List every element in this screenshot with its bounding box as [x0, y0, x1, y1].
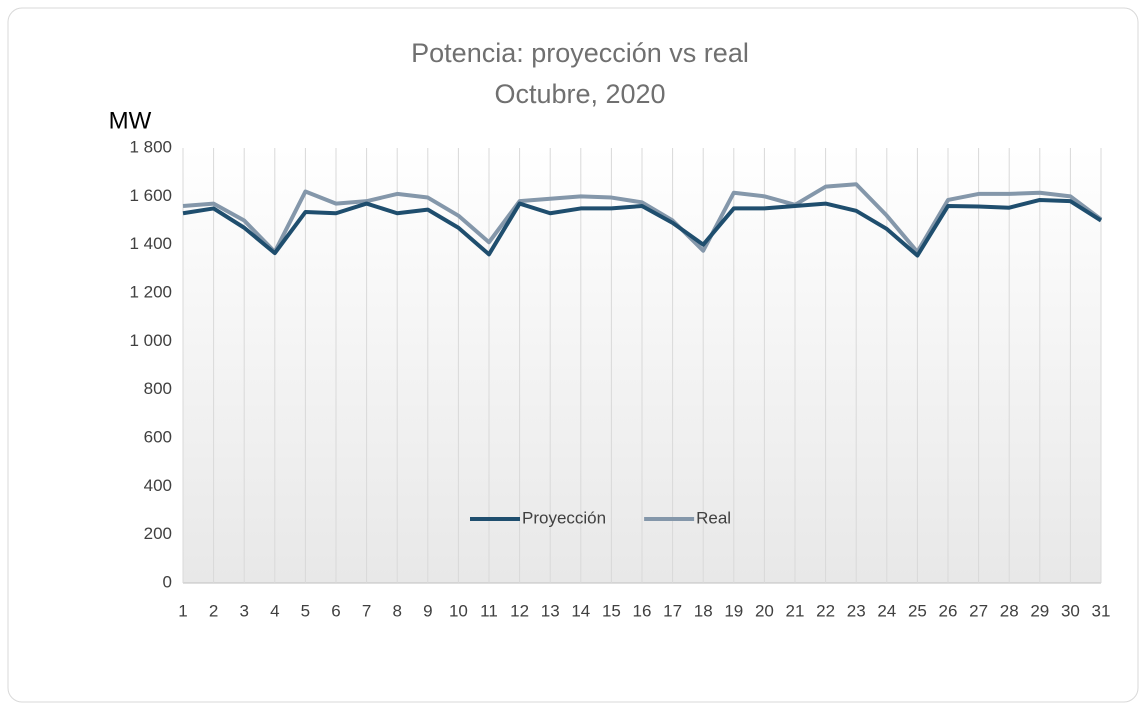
- x-tick-label: 30: [1061, 601, 1080, 620]
- x-tick-label: 3: [239, 601, 248, 620]
- x-tick-label: 7: [362, 601, 371, 620]
- x-tick-label: 18: [694, 601, 713, 620]
- y-tick-label: 0: [163, 572, 172, 591]
- x-tick-label: 15: [602, 601, 621, 620]
- x-tick-label: 22: [816, 601, 835, 620]
- x-tick-label: 17: [663, 601, 682, 620]
- x-tick-label: 13: [541, 601, 560, 620]
- y-tick-label: 1 200: [129, 282, 172, 301]
- x-tick-label: 16: [633, 601, 652, 620]
- x-tick-label: 2: [209, 601, 218, 620]
- series-line: [182, 197, 1103, 258]
- chart-title: Potencia: proyección vs real: [411, 38, 749, 68]
- x-tick-label: 4: [270, 601, 279, 620]
- x-tick-label: 14: [571, 601, 590, 620]
- x-tick-label: 10: [449, 601, 468, 620]
- x-tick-label: 27: [969, 601, 988, 620]
- y-tick-label: 600: [144, 427, 172, 446]
- x-tick-label: 20: [755, 601, 774, 620]
- y-tick-label: 800: [144, 379, 172, 398]
- legend-label: Proyección: [522, 508, 606, 527]
- x-tick-label: 29: [1030, 601, 1049, 620]
- x-tick-label: 8: [392, 601, 401, 620]
- x-tick-label: 19: [724, 601, 743, 620]
- x-tick-label: 26: [939, 601, 958, 620]
- x-tick-label: 23: [847, 601, 866, 620]
- y-tick-label: 1 600: [129, 186, 172, 205]
- y-tick-label: 1 400: [129, 234, 172, 253]
- x-tick-label: 25: [908, 601, 927, 620]
- x-tick-label: 6: [331, 601, 340, 620]
- y-tick-label: 1 000: [129, 331, 172, 350]
- y-axis-label: MW: [109, 107, 152, 134]
- y-tick-label: 1 800: [129, 137, 172, 156]
- x-tick-label: 24: [877, 601, 896, 620]
- x-tick-label: 11: [480, 601, 498, 620]
- x-tick-label: 9: [423, 601, 432, 620]
- x-tick-label: 28: [1000, 601, 1019, 620]
- x-tick-label: 1: [178, 601, 187, 620]
- x-tick-label: 21: [786, 601, 805, 620]
- x-tick-label: 5: [301, 601, 310, 620]
- chart-subtitle: Octubre, 2020: [494, 79, 665, 109]
- x-tick-label: 12: [510, 601, 529, 620]
- y-tick-label: 400: [144, 476, 172, 495]
- x-tick-label: 31: [1092, 601, 1111, 620]
- y-tick-label: 200: [144, 524, 172, 543]
- series-line: [182, 182, 1103, 254]
- legend-label: Real: [696, 508, 731, 527]
